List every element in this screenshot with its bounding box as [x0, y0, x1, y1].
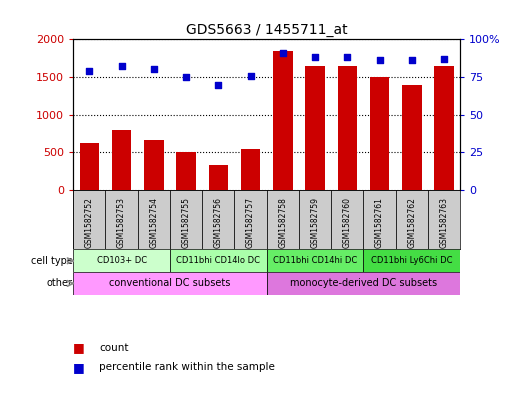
Point: [376, 57, 384, 64]
Bar: [273, 51, 292, 190]
Text: GSM1582760: GSM1582760: [343, 197, 352, 248]
Text: conventional DC subsets: conventional DC subsets: [109, 278, 231, 288]
Point: [440, 56, 448, 62]
Bar: [73, 272, 267, 295]
Bar: [370, 77, 389, 190]
Text: CD103+ DC: CD103+ DC: [97, 256, 146, 265]
Text: GSM1582761: GSM1582761: [375, 197, 384, 248]
Bar: [73, 250, 170, 272]
Bar: [363, 250, 460, 272]
Text: GSM1582757: GSM1582757: [246, 197, 255, 248]
Bar: [241, 149, 260, 190]
Point: [408, 57, 416, 64]
Bar: [267, 272, 460, 295]
Text: GSM1582754: GSM1582754: [150, 197, 158, 248]
Point: [246, 72, 255, 79]
Bar: [402, 84, 422, 190]
Bar: [138, 190, 170, 250]
Bar: [428, 190, 460, 250]
Bar: [363, 190, 396, 250]
Point: [150, 66, 158, 73]
Point: [182, 74, 190, 80]
Bar: [209, 165, 228, 190]
Text: monocyte-derived DC subsets: monocyte-derived DC subsets: [290, 278, 437, 288]
Bar: [338, 66, 357, 190]
Point: [85, 68, 94, 74]
Bar: [73, 190, 106, 250]
Bar: [331, 190, 363, 250]
Text: GSM1582756: GSM1582756: [214, 197, 223, 248]
Bar: [79, 143, 99, 190]
Bar: [305, 66, 325, 190]
Text: ■: ■: [73, 361, 85, 374]
Text: GSM1582752: GSM1582752: [85, 197, 94, 248]
Text: GSM1582758: GSM1582758: [278, 197, 287, 248]
Title: GDS5663 / 1455711_at: GDS5663 / 1455711_at: [186, 23, 348, 37]
Point: [214, 81, 223, 88]
Text: GSM1582763: GSM1582763: [440, 197, 449, 248]
Bar: [112, 130, 131, 190]
Bar: [299, 190, 331, 250]
Point: [279, 50, 287, 56]
Bar: [170, 190, 202, 250]
Bar: [435, 66, 454, 190]
Text: CD11bhi CD14lo DC: CD11bhi CD14lo DC: [176, 256, 260, 265]
Text: GSM1582755: GSM1582755: [181, 197, 190, 248]
Text: other: other: [47, 278, 73, 288]
Bar: [267, 190, 299, 250]
Bar: [170, 250, 267, 272]
Text: CD11bhi CD14hi DC: CD11bhi CD14hi DC: [273, 256, 357, 265]
Text: ■: ■: [73, 341, 85, 354]
Bar: [106, 190, 138, 250]
Text: GSM1582762: GSM1582762: [407, 197, 416, 248]
Point: [117, 63, 126, 70]
Point: [343, 54, 351, 61]
Bar: [234, 190, 267, 250]
Bar: [202, 190, 234, 250]
Text: count: count: [99, 343, 129, 353]
Text: cell type: cell type: [31, 256, 73, 266]
Text: GSM1582753: GSM1582753: [117, 197, 126, 248]
Point: [311, 54, 319, 61]
Text: CD11bhi Ly6Chi DC: CD11bhi Ly6Chi DC: [371, 256, 452, 265]
Text: percentile rank within the sample: percentile rank within the sample: [99, 362, 275, 373]
Bar: [176, 152, 196, 190]
Bar: [267, 250, 363, 272]
Bar: [396, 190, 428, 250]
Text: GSM1582759: GSM1582759: [311, 197, 320, 248]
Bar: [144, 140, 164, 190]
